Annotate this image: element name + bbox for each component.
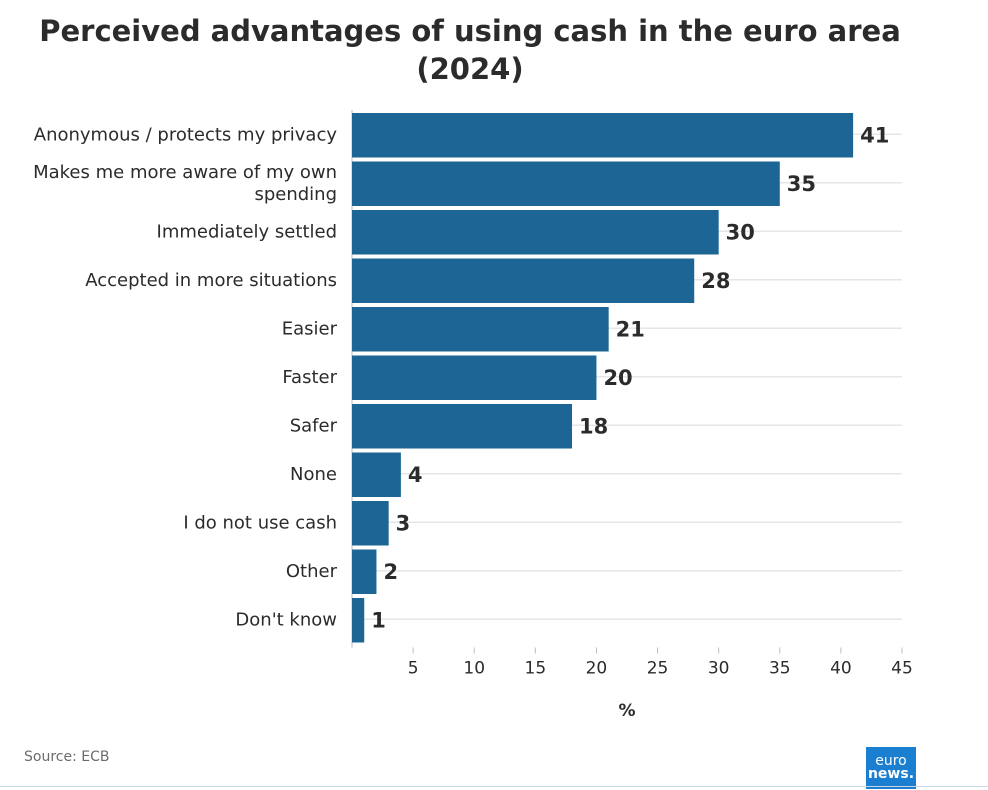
data-label: 41 xyxy=(860,123,889,147)
x-tick-label: 35 xyxy=(769,659,791,679)
logo-text-line1: euro xyxy=(875,753,907,769)
x-tick-label: 30 xyxy=(708,659,730,679)
x-tick-label: 25 xyxy=(647,659,669,679)
bar xyxy=(352,161,780,206)
title-line-2: (2024) xyxy=(416,52,524,86)
data-label: 30 xyxy=(726,220,755,244)
bar xyxy=(352,307,609,352)
bar xyxy=(352,549,377,594)
category-label: None xyxy=(290,464,337,485)
source-note: Source: ECB xyxy=(24,749,110,765)
data-label: 21 xyxy=(616,317,645,341)
category-label: Immediately settled xyxy=(157,221,337,242)
category-label: Safer xyxy=(290,415,338,436)
bar xyxy=(352,598,365,643)
euronews-logo: euro news. xyxy=(866,747,916,789)
bar xyxy=(352,355,597,400)
x-tick-label: 45 xyxy=(891,659,913,679)
data-label: 20 xyxy=(603,366,632,390)
x-axis-label: % xyxy=(618,701,635,721)
data-label: 35 xyxy=(787,172,816,196)
category-label: Anonymous / protects my privacy xyxy=(34,124,338,145)
data-label: 1 xyxy=(371,608,386,632)
bar xyxy=(352,258,695,303)
x-tick-label: 5 xyxy=(408,659,419,679)
x-tick-label: 20 xyxy=(586,659,608,679)
category-label: I do not use cash xyxy=(183,512,337,533)
bar xyxy=(352,501,389,546)
bar xyxy=(352,452,401,497)
data-label: 3 xyxy=(396,511,411,535)
category-label: Faster xyxy=(282,367,337,388)
x-tick-label: 40 xyxy=(830,659,852,679)
category-label: spending xyxy=(254,184,337,205)
bar xyxy=(352,113,854,158)
data-label: 18 xyxy=(579,414,608,438)
chart-title: Perceived advantages of using cash in th… xyxy=(0,12,940,88)
category-label: Accepted in more situations xyxy=(85,270,337,291)
category-label: Easier xyxy=(282,318,338,339)
x-tick-label: 15 xyxy=(525,659,547,679)
data-label: 2 xyxy=(383,560,398,584)
bar xyxy=(352,404,572,449)
category-label: Makes me more aware of my own xyxy=(33,162,337,183)
logo-text-line2: news. xyxy=(867,766,915,782)
category-label: Other xyxy=(286,561,338,582)
x-tick-label: 10 xyxy=(463,659,485,679)
bar xyxy=(352,210,719,255)
data-label: 4 xyxy=(408,463,423,487)
category-label: Don't know xyxy=(235,609,337,630)
footer-divider xyxy=(0,786,988,787)
title-line-1: Perceived advantages of using cash in th… xyxy=(39,14,901,48)
data-label: 28 xyxy=(701,269,730,293)
